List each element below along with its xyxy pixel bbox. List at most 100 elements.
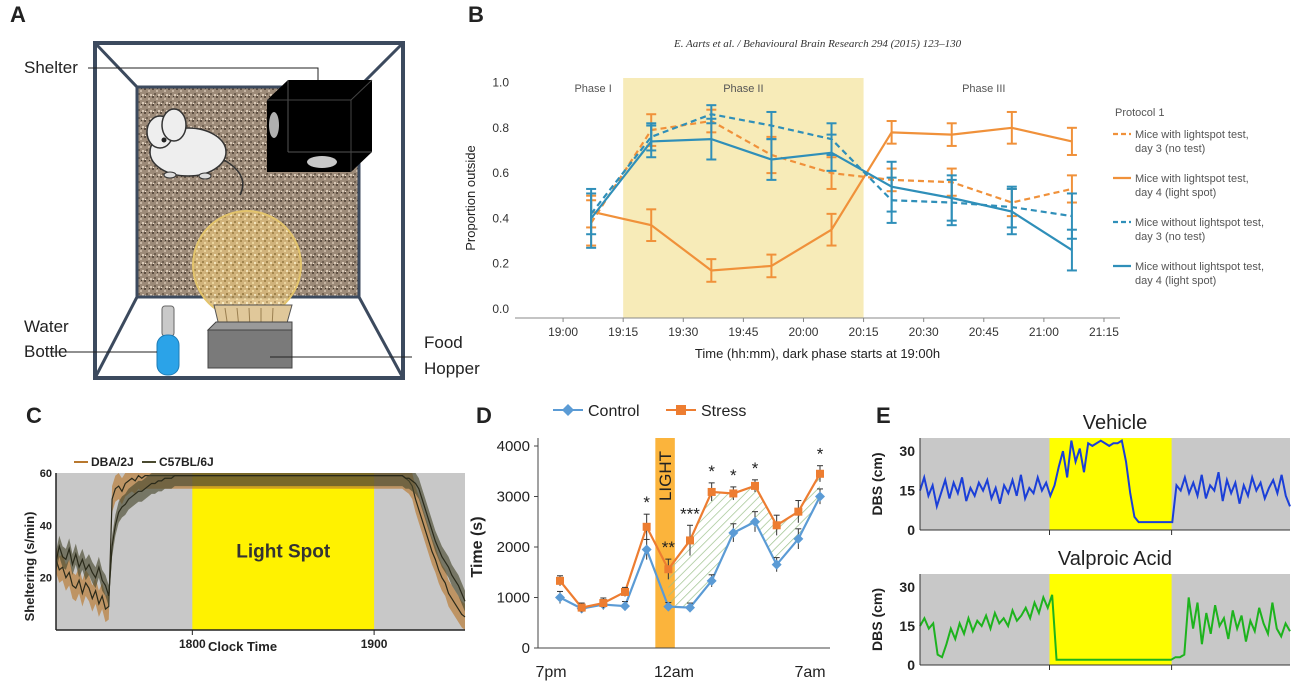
y-tick-label: 0.2 — [492, 257, 509, 271]
x-tick-label: 20:00 — [788, 325, 818, 339]
x-tick-label: 19:00 — [548, 325, 578, 339]
legend-line2: day 3 (no test) — [1135, 231, 1205, 243]
y-tick-label: 1.0 — [492, 76, 509, 90]
x-tick-label: 21:15 — [1089, 325, 1119, 339]
data-point — [751, 481, 759, 490]
data-point — [771, 559, 782, 570]
data-point — [794, 507, 803, 516]
y-axis-title: Time (s) — [469, 516, 486, 577]
data-point — [620, 601, 630, 612]
citation: E. Aarts et al. / Behavioural Brain Rese… — [674, 38, 962, 50]
data-point — [642, 522, 651, 531]
y-tick-label: 3000 — [497, 489, 530, 506]
food-hopper — [206, 304, 293, 369]
bottle-label: Bottle — [24, 342, 68, 361]
plot-title: Vehicle — [1083, 412, 1148, 434]
y-tick-label: 40 — [40, 520, 52, 532]
y-tick-label: 0.6 — [492, 166, 509, 180]
series-1 — [586, 110, 1077, 283]
x-tick-label: 20:45 — [969, 325, 999, 339]
x-tick-label: 21:00 — [1029, 325, 1059, 339]
cage-outer — [93, 41, 405, 380]
shelter-box — [267, 79, 373, 172]
phase-band — [623, 78, 864, 318]
y-tick-label: 60 — [40, 468, 52, 480]
legend-line1: Mice with lightspot test, — [1135, 173, 1249, 185]
x-tick-label: 1800 — [179, 637, 206, 651]
y-tick-label: 15 — [899, 483, 915, 499]
y-tick-label: 0.0 — [492, 302, 509, 316]
legend-line1: Mice without lightspot test, — [1135, 217, 1264, 229]
significance-star: * — [730, 466, 737, 485]
food-label: Food — [424, 333, 463, 352]
data-point — [555, 592, 565, 603]
data-point — [729, 489, 738, 498]
series-line-1 — [919, 594, 1291, 661]
y-tick-label: 4000 — [497, 438, 530, 455]
y-axis-title: DBS (cm) — [869, 588, 885, 651]
shelter-label: Shelter — [24, 58, 78, 77]
significance-star: * — [817, 445, 824, 464]
x-tick-label: 19:15 — [608, 325, 638, 339]
significance-star: * — [708, 462, 715, 481]
data-point — [707, 487, 716, 496]
legend-label: Stress — [701, 403, 746, 420]
y-axis-title: Sheltering (s/min) — [22, 512, 37, 622]
y-tick-label: 0 — [907, 657, 915, 673]
data-point — [686, 536, 694, 545]
x-tick-label: 20:15 — [849, 325, 879, 339]
x-tick-label: 7am — [794, 664, 825, 681]
legend-line1: Mice without lightspot test, — [1135, 261, 1264, 273]
data-point — [750, 516, 760, 527]
data-point — [728, 527, 739, 538]
significance-star: * — [643, 493, 650, 512]
legend-marker — [562, 404, 574, 416]
data-point — [685, 602, 695, 613]
legend-marker — [676, 405, 686, 415]
series-3 — [586, 117, 1077, 272]
x-axis-title: Clock Time — [208, 639, 277, 654]
significance-area — [668, 473, 820, 608]
data-point — [577, 603, 586, 612]
legend-title: Protocol 1 — [1115, 107, 1165, 119]
panel-b-letter: B — [468, 2, 484, 27]
chart-c: Light Spot 20 40 60 1800 1900 Clock Time Shelte… — [22, 455, 466, 654]
data-point — [815, 491, 825, 502]
legend-line2: day 4 (light spot) — [1135, 187, 1216, 199]
data-point — [599, 599, 608, 608]
y-axis-title: Proportion outside — [463, 145, 478, 251]
phase-label: Phase I — [574, 83, 611, 95]
series-1 — [556, 465, 824, 613]
y-tick-label: 30 — [899, 443, 915, 459]
significance-star: * — [752, 459, 759, 478]
series-line-0 — [919, 439, 1291, 524]
x-tick-label: 7pm — [535, 664, 566, 681]
x-tick-label: 12am — [654, 664, 694, 681]
data-point — [621, 587, 629, 596]
x-tick-label: 19:45 — [728, 325, 758, 339]
x-tick-label: 19:30 — [668, 325, 698, 339]
panel-c-letter: C — [26, 403, 42, 428]
data-point — [663, 601, 674, 612]
x-tick-label: 1900 — [361, 637, 388, 651]
data-point — [793, 533, 804, 544]
data-point — [706, 575, 717, 586]
y-tick-label: 0 — [522, 640, 530, 657]
legend-line2: day 4 (light spot) — [1135, 275, 1216, 287]
y-tick-label: 2000 — [497, 539, 530, 556]
series-line-1 — [55, 475, 466, 602]
data-point — [816, 469, 824, 478]
cage-diagram — [50, 41, 412, 380]
legend-label: Control — [588, 403, 640, 420]
chart-b: Phase I Phase II Phase III 19:00 19:15 19:30 1… — [463, 76, 1264, 361]
phase-label: Phase II — [723, 83, 763, 95]
plot-title: Valproic Acid — [1058, 548, 1172, 570]
light-spot-label: Light Spot — [236, 542, 331, 563]
significance-star: ** — [662, 538, 676, 557]
x-axis-title: Time (hh:mm), dark phase starts at 19:00… — [695, 346, 940, 361]
panel-a-letter: A — [10, 2, 26, 27]
light-band-0 — [1049, 438, 1172, 530]
y-tick-label: 0.8 — [492, 121, 509, 135]
chart-e: 0 15 30 Vehicle DBS (cm) 0 15 30 Valproic Acid DB… — [869, 412, 1291, 673]
phase-label: Phase III — [962, 83, 1005, 95]
